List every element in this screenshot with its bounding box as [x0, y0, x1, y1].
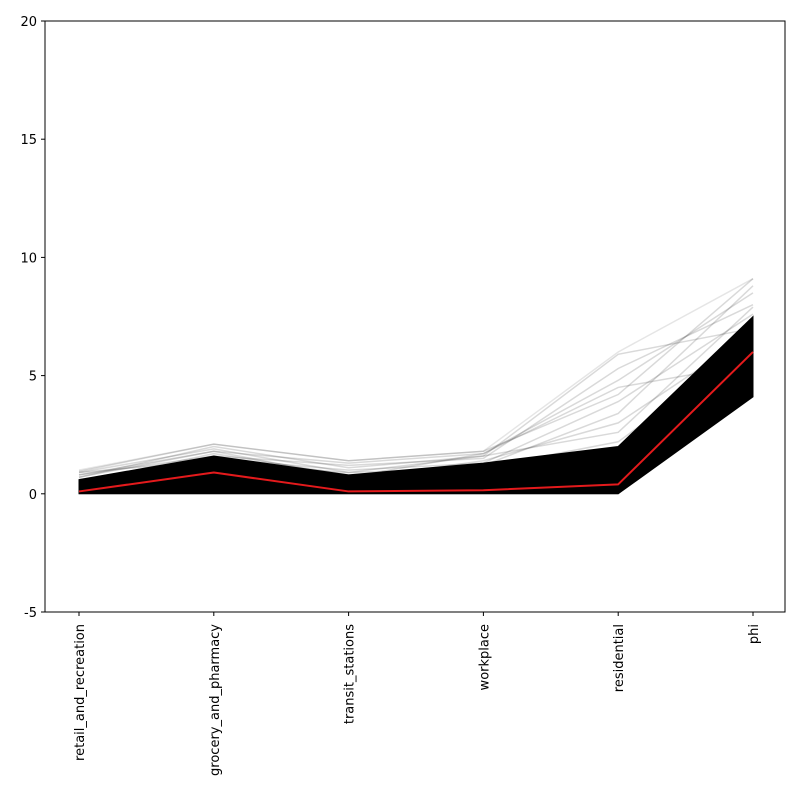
x-tick-label-transit_stations: transit_stations — [343, 624, 358, 724]
background-trace-1 — [78, 304, 754, 476]
background-trace-7 — [78, 306, 754, 478]
background-trace-10 — [78, 377, 754, 481]
background-trace-2 — [78, 292, 754, 479]
background-trace-11 — [78, 393, 754, 488]
background-trace-14 — [79, 375, 754, 495]
background-trace-3 — [78, 278, 754, 473]
y-tick-label: 15 — [20, 133, 37, 148]
y-tick-label: 20 — [20, 15, 37, 30]
x-tick-label-grocery_and_pharmacy: grocery_and_pharmacy — [208, 624, 223, 776]
y-tick-label: 5 — [29, 370, 37, 385]
background-trace-12 — [78, 384, 754, 490]
x-tick-label-retail_and_recreation: retail_and_recreation — [73, 624, 88, 761]
axes-layer: -5 0 5 10 15 20 retail_and_recreation grocery_a… — [20, 15, 786, 776]
highlight-series-line — [78, 351, 754, 493]
dense-trace-band — [78, 315, 754, 495]
x-tick-label-phi: phi — [747, 624, 762, 644]
x-tick-label-workplace: workplace — [477, 624, 492, 690]
background-trace-5 — [78, 285, 754, 483]
plot-frame — [44, 20, 786, 613]
y-tick-label: 0 — [29, 488, 37, 503]
trace-band-layer — [78, 315, 754, 495]
background-trace-6 — [78, 332, 754, 481]
background-trace-8 — [78, 341, 754, 486]
background-trace-9 — [78, 363, 754, 476]
y-tick-label: -5 — [24, 606, 37, 621]
highlight-series-layer — [78, 351, 754, 493]
x-tick-label-residential: residential — [612, 624, 627, 692]
upper-envelope-trace — [78, 278, 754, 471]
background-trace-0 — [78, 327, 754, 474]
y-tick-label: 10 — [20, 251, 37, 266]
background-trace-4 — [78, 313, 754, 481]
